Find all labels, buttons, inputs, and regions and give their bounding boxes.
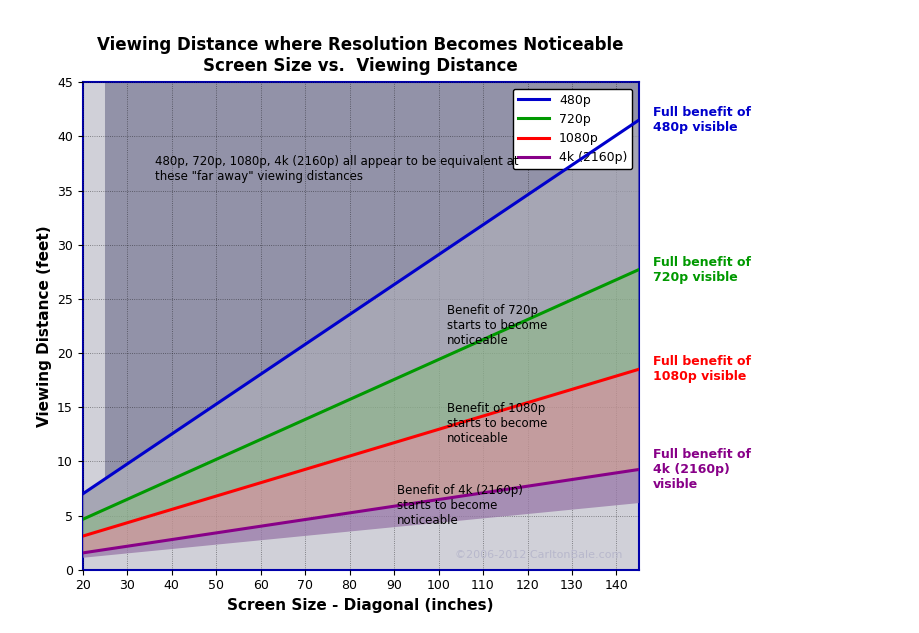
4k (2160p) (378, 504, 389, 511)
480p (345, 310, 356, 318)
Polygon shape (83, 120, 639, 519)
480p (533, 184, 544, 191)
Text: Full benefit of
480p visible: Full benefit of 480p visible (652, 106, 751, 134)
720p (378, 380, 389, 388)
Line: 720p: 720p (83, 270, 639, 519)
Line: 1080p: 1080p (83, 369, 639, 536)
480p (341, 313, 352, 320)
Text: Full benefit of
4k (2160p)
visible: Full benefit of 4k (2160p) visible (652, 448, 751, 491)
Line: 480p: 480p (83, 120, 639, 494)
4k (2160p) (77, 549, 88, 556)
720p (408, 367, 419, 375)
1080p (633, 365, 644, 373)
720p (345, 396, 356, 403)
Text: Benefit of 1080p
starts to become
noticeable: Benefit of 1080p starts to become notice… (447, 401, 547, 444)
480p (633, 116, 644, 124)
Text: Full benefit of
720p visible: Full benefit of 720p visible (652, 256, 751, 284)
4k (2160p) (345, 509, 356, 517)
720p (77, 515, 88, 523)
Text: Benefit of 4k (2160p)
starts to become
noticeable: Benefit of 4k (2160p) starts to become n… (397, 484, 523, 527)
720p (633, 266, 644, 273)
Line: 4k (2160p): 4k (2160p) (83, 470, 639, 553)
Y-axis label: Viewing Distance (feet): Viewing Distance (feet) (37, 225, 51, 427)
4k (2160p) (408, 499, 419, 507)
4k (2160p) (341, 510, 352, 517)
1080p (408, 433, 419, 441)
1080p (619, 370, 630, 377)
4k (2160p) (619, 468, 630, 475)
4k (2160p) (533, 480, 544, 488)
1080p (341, 453, 352, 461)
720p (341, 397, 352, 404)
1080p (378, 442, 389, 449)
X-axis label: Screen Size - Diagonal (inches): Screen Size - Diagonal (inches) (228, 598, 494, 613)
Legend: 480p, 720p, 1080p, 4k (2160p): 480p, 720p, 1080p, 4k (2160p) (513, 89, 632, 169)
1080p (77, 532, 88, 540)
480p (408, 268, 419, 275)
480p (77, 490, 88, 498)
Text: 480p, 720p, 1080p, 4k (2160p) all appear to be equivalent at
these "far away" vi: 480p, 720p, 1080p, 4k (2160p) all appear… (155, 155, 518, 184)
480p (619, 125, 630, 133)
Text: ©2006-2012 CarltonBale.com: ©2006-2012 CarltonBale.com (455, 550, 622, 560)
4k (2160p) (633, 466, 644, 473)
Polygon shape (83, 470, 639, 558)
Title: Viewing Distance where Resolution Becomes Noticeable
Screen Size vs.  Viewing Di: Viewing Distance where Resolution Become… (97, 36, 624, 75)
720p (619, 272, 630, 280)
480p (378, 288, 389, 296)
Text: Full benefit of
1080p visible: Full benefit of 1080p visible (652, 355, 751, 384)
Polygon shape (83, 369, 639, 553)
1080p (533, 396, 544, 403)
Polygon shape (105, 82, 639, 479)
Polygon shape (83, 270, 639, 536)
1080p (345, 452, 356, 460)
720p (533, 311, 544, 318)
Text: Benefit of 720p
starts to become
noticeable: Benefit of 720p starts to become noticea… (447, 304, 547, 347)
